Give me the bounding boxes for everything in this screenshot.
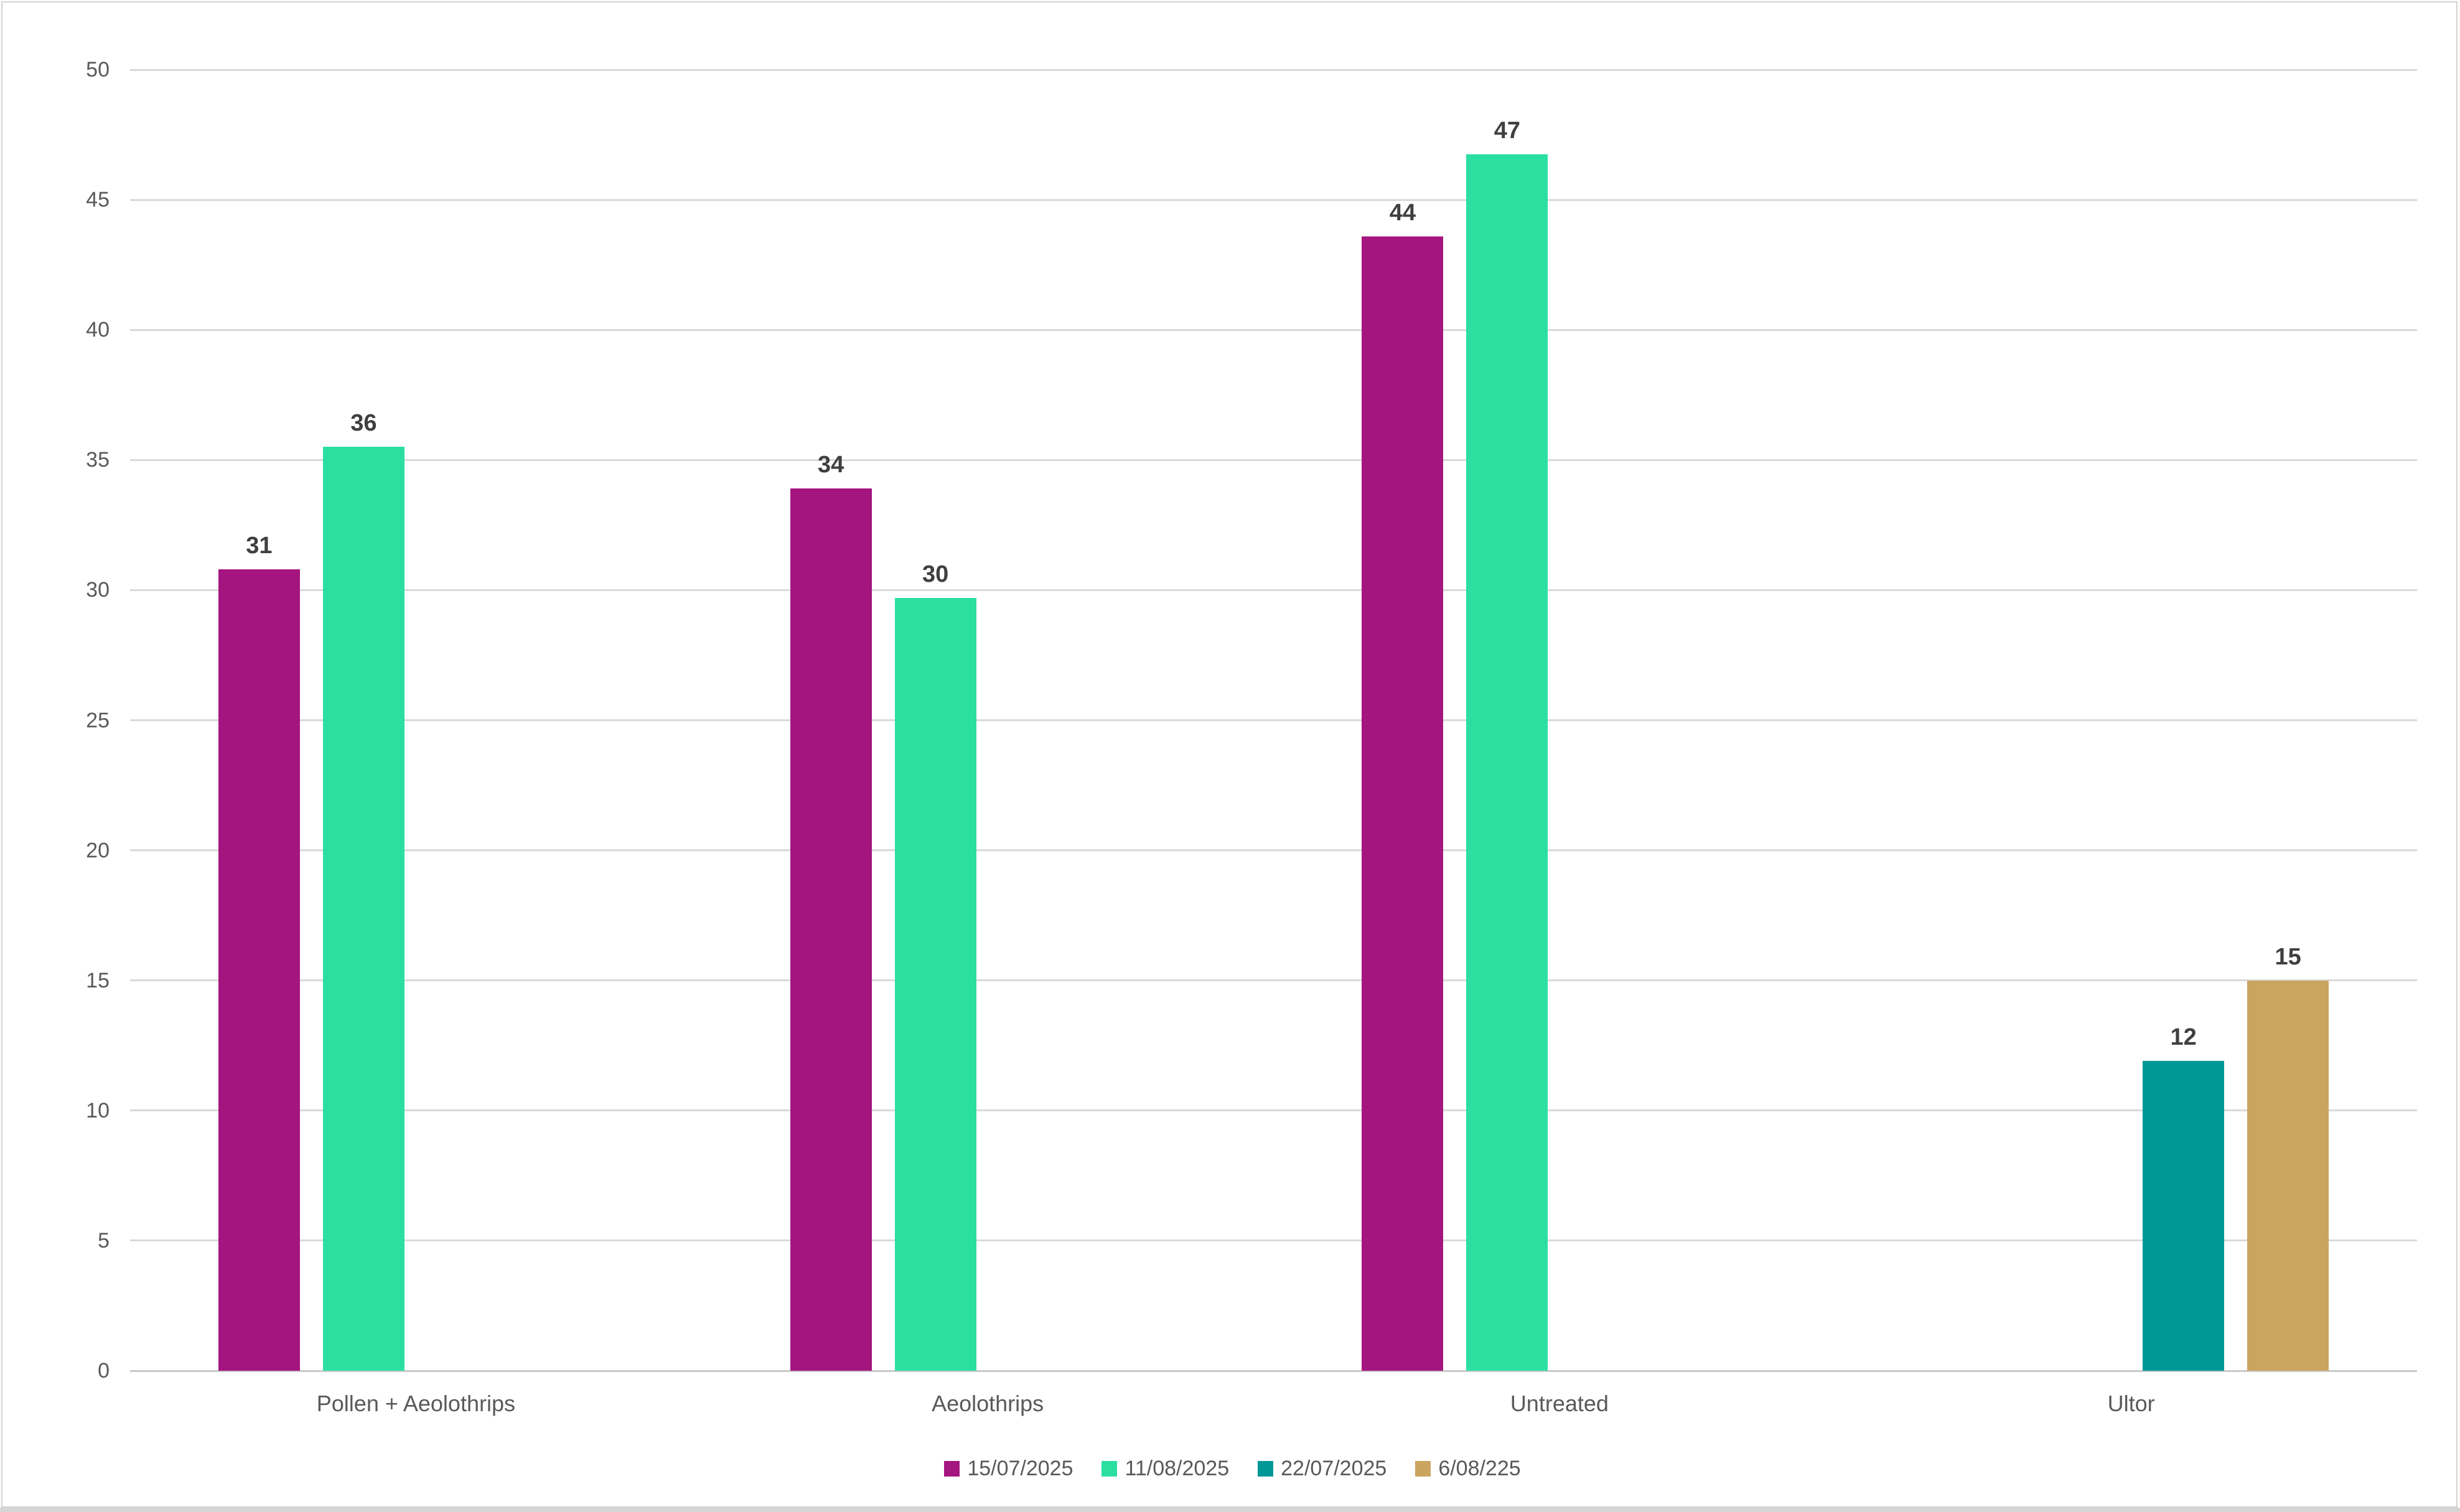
y-axis-tick-0: 0 — [98, 1359, 110, 1383]
data-label-aeolothrips-11-08-2025: 30 — [922, 561, 949, 587]
y-axis-tick-40: 40 — [86, 318, 110, 342]
x-axis-line — [130, 1370, 2417, 1372]
data-label-untreated-15-07-2025: 44 — [1389, 199, 1416, 226]
legend-item-15-07-2025[interactable]: 15/07/2025 — [944, 1456, 1073, 1481]
bar-15-07-2025-pollen-+-aeolothrips[interactable] — [218, 569, 300, 1371]
x-axis-category-ultor: Ultor — [2107, 1391, 2155, 1416]
legend-swatch-icon — [1258, 1460, 1274, 1477]
x-axis-category-untreated: Untreated — [1510, 1391, 1609, 1416]
gridline-y-15 — [130, 979, 2417, 982]
data-label-untreated-11-08-2025: 47 — [1494, 117, 1521, 144]
bar-6-08-225-ultor[interactable] — [2247, 980, 2329, 1371]
bar-11-08-2025-aeolothrips[interactable] — [894, 597, 976, 1371]
gridline-y-40 — [130, 329, 2417, 331]
legend-item-11-08-2025[interactable]: 11/08/2025 — [1101, 1456, 1229, 1481]
y-axis-tick-15: 15 — [86, 968, 110, 992]
bar-15-07-2025-untreated[interactable] — [1362, 236, 1444, 1371]
data-label-pollen-+-aeolothrips-15-07-2025: 31 — [246, 532, 273, 559]
legend-swatch-icon — [944, 1460, 960, 1477]
bar-22-07-2025-ultor[interactable] — [2143, 1061, 2225, 1371]
gridline-y-35 — [130, 459, 2417, 461]
gridline-y-20 — [130, 849, 2417, 852]
legend-label: 22/07/2025 — [1281, 1457, 1387, 1480]
legend-label: 6/08/225 — [1438, 1457, 1521, 1480]
legend-item-6-08-225[interactable]: 6/08/225 — [1415, 1456, 1521, 1481]
bottom-edge-strip — [0, 1508, 2460, 1512]
gridline-y-45 — [130, 198, 2417, 201]
x-axis-category-aeolothrips: Aeolothrips — [932, 1391, 1044, 1416]
y-axis-tick-5: 5 — [98, 1228, 110, 1253]
x-axis-category-pollen-+-aeolothrips: Pollen + Aeolothrips — [316, 1391, 515, 1416]
y-axis-tick-10: 10 — [86, 1098, 110, 1122]
legend-swatch-icon — [1415, 1460, 1431, 1477]
data-label-ultor-6-08-225: 15 — [2275, 943, 2301, 970]
chart-legend: 15/07/2025 11/08/2025 22/07/2025 6/08/225 — [2, 1456, 2460, 1481]
bar-11-08-2025-pollen-+-aeolothrips[interactable] — [322, 447, 405, 1371]
y-axis-tick-20: 20 — [86, 838, 110, 862]
legend-swatch-icon — [1101, 1460, 1118, 1477]
gridline-y-5 — [130, 1239, 2417, 1242]
bar-11-08-2025-untreated[interactable] — [1466, 154, 1548, 1371]
y-axis-tick-50: 50 — [86, 58, 110, 82]
gridline-y-50 — [130, 68, 2417, 71]
data-label-aeolothrips-15-07-2025: 34 — [817, 452, 844, 478]
legend-item-22-07-2025[interactable]: 22/07/2025 — [1258, 1456, 1387, 1481]
y-axis-tick-30: 30 — [86, 578, 110, 602]
y-axis-tick-25: 25 — [86, 708, 110, 732]
y-axis-tick-35: 35 — [86, 448, 110, 472]
data-label-ultor-22-07-2025: 12 — [2170, 1024, 2197, 1051]
gridline-y-10 — [130, 1109, 2417, 1112]
data-label-pollen-+-aeolothrips-11-08-2025: 36 — [350, 410, 377, 437]
gridline-y-30 — [130, 589, 2417, 591]
legend-label: 15/07/2025 — [967, 1457, 1073, 1480]
bar-15-07-2025-aeolothrips[interactable] — [790, 488, 872, 1371]
y-axis-tick-45: 45 — [86, 188, 110, 212]
legend-label: 11/08/2025 — [1125, 1457, 1230, 1480]
gridline-y-25 — [130, 719, 2417, 721]
